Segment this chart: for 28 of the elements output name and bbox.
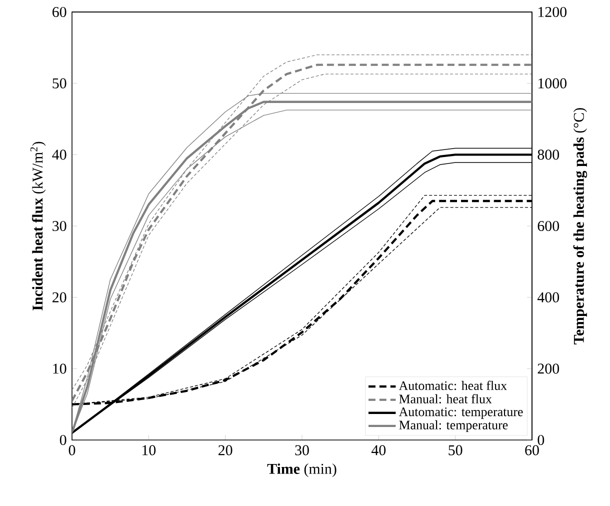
y-axis-title: Incident heat flux (kW/m$^{2}$) bbox=[30, 142, 46, 310]
y2-tick-label: 800 bbox=[538, 150, 560, 160]
y-tick-label: 10 bbox=[53, 364, 66, 374]
y-tick-label: 20 bbox=[52, 292, 66, 302]
y-tick-label: 50 bbox=[52, 78, 66, 88]
y-tick-label: 40 bbox=[52, 150, 66, 160]
y2-tick-label: 200 bbox=[538, 364, 560, 374]
legend-label: Automatic: temperature bbox=[398, 407, 523, 419]
y2-tick-label: 400 bbox=[537, 292, 560, 302]
y2-tick-label: 600 bbox=[538, 220, 560, 232]
x-axis-title: Time (min) bbox=[267, 463, 336, 477]
x-tick-label: 0 bbox=[68, 445, 76, 456]
y2-tick-label: 1200 bbox=[538, 6, 566, 18]
y-tick-label: 60 bbox=[52, 6, 66, 18]
legend-label: Automatic: heat flux bbox=[398, 380, 507, 390]
y2-tick-label: 1000 bbox=[538, 78, 566, 88]
x-tick-label: 60 bbox=[525, 445, 539, 456]
y2-tick-label: 0 bbox=[538, 434, 544, 446]
legend-label: Manual: heat flux bbox=[399, 394, 492, 404]
x-tick-label: 20 bbox=[218, 445, 232, 456]
y-tick-label: 30 bbox=[52, 220, 66, 232]
x-tick-label: 40 bbox=[371, 445, 386, 456]
x-tick-label: 30 bbox=[295, 445, 309, 456]
y2-axis-title: Temperature of the heating pads (°C) bbox=[573, 108, 588, 344]
x-tick-label: 50 bbox=[448, 445, 462, 456]
y-tick-label: 0 bbox=[60, 434, 66, 446]
x-tick-label: 10 bbox=[142, 445, 156, 456]
legend-label: Manual: temperature bbox=[399, 420, 508, 432]
